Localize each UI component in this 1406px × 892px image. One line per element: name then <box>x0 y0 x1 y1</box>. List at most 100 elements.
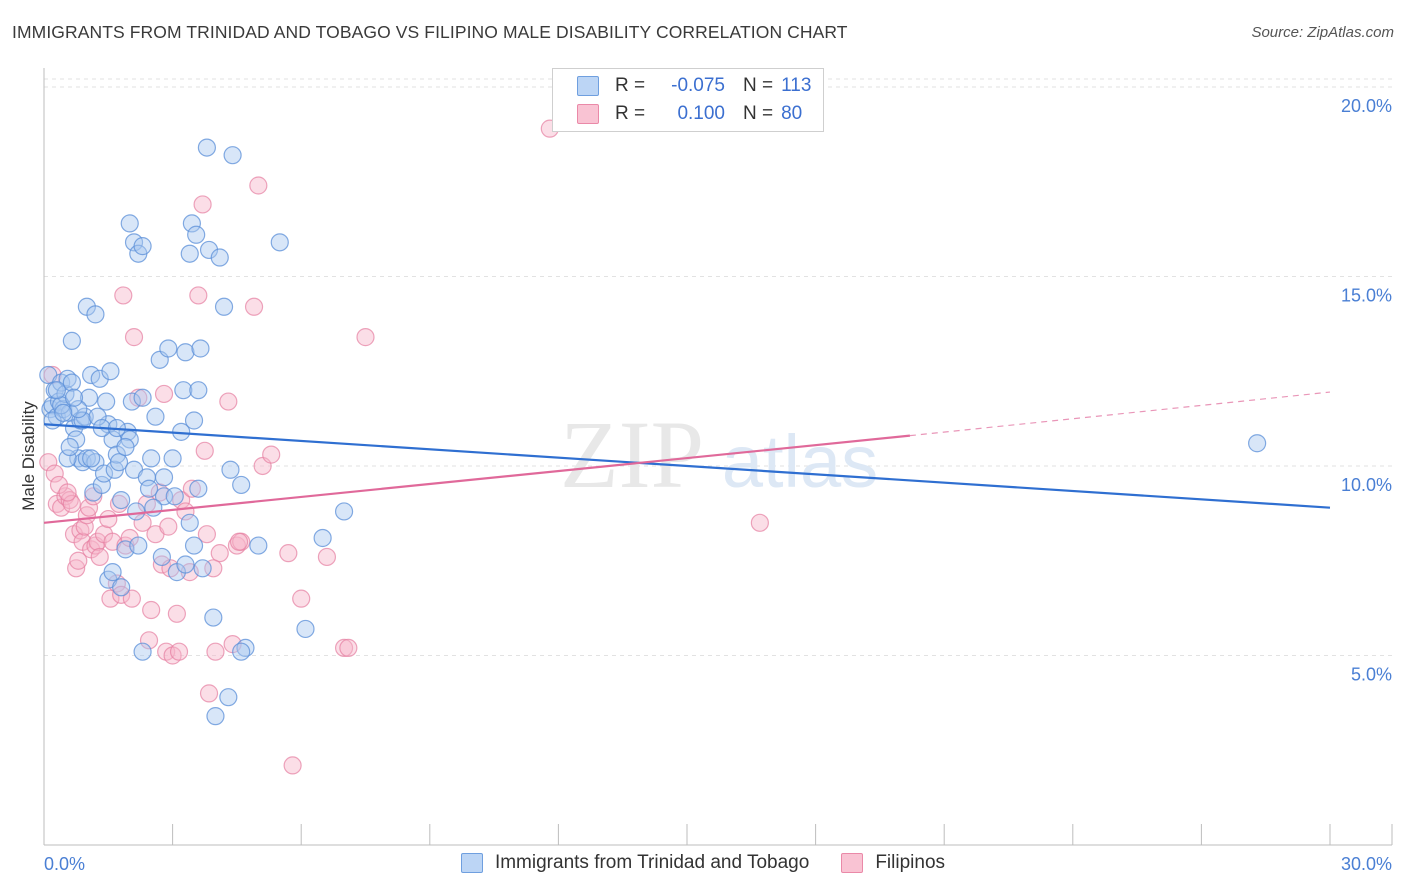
filipinos-point <box>339 638 358 658</box>
trinidad-point <box>69 400 88 419</box>
filipinos-point <box>45 464 64 483</box>
trinidad-point <box>313 528 332 548</box>
trinidad-point <box>122 392 141 411</box>
trinidad-point <box>189 479 208 498</box>
legend-item-trinidad: Immigrants from Trinidad and Tobago <box>460 852 810 874</box>
trinidad-point <box>182 214 201 233</box>
watermark-atlas: atlas <box>722 420 878 503</box>
trinidad-point <box>270 233 289 252</box>
trinidad-point <box>163 449 182 468</box>
filipinos-point <box>99 509 118 529</box>
trinidad-point <box>144 498 163 517</box>
filipinos-point <box>154 384 174 404</box>
filipinos-point <box>167 604 186 623</box>
filipinos-point <box>249 176 268 195</box>
legend-item-label: Filipinos <box>875 852 946 873</box>
legend-r-value: -0.075 <box>671 75 725 96</box>
trinidad-point <box>62 331 81 350</box>
trinidad-point <box>77 449 96 468</box>
trinidad-point <box>219 688 238 707</box>
trinidad-point <box>112 578 131 597</box>
filipinos-point <box>114 286 133 305</box>
trinidad-trend-line <box>43 423 1331 509</box>
trinidad-point <box>47 381 66 400</box>
legend-item-filipinos: Filipinos <box>841 852 945 874</box>
trinidad-point <box>146 407 165 426</box>
legend-n-value: 80 <box>781 103 803 124</box>
filipinos-point <box>206 642 225 661</box>
trinidad-point <box>249 536 268 555</box>
trinidad-point <box>204 608 223 627</box>
trinidad-point <box>54 403 73 423</box>
filipinos-point <box>283 756 302 775</box>
trinidad-point <box>296 619 315 639</box>
stats-legend: R = -0.075 N = 113 R = 0.100 N = 80 <box>552 68 824 132</box>
trinidad-point <box>191 339 210 358</box>
filipinos-point <box>279 544 298 563</box>
trinidad-point <box>176 555 195 574</box>
trinidad-point <box>133 237 152 256</box>
trend-lines <box>43 391 1331 524</box>
trinidad-point <box>142 449 161 468</box>
watermark-zip: ZIP <box>560 401 704 508</box>
trinidad-point <box>193 559 212 578</box>
filipinos-point <box>219 392 238 411</box>
trinidad-point <box>133 388 152 407</box>
trinidad-point <box>184 536 204 555</box>
trinidad-point <box>139 479 159 498</box>
trinidad-point <box>92 475 111 495</box>
trinidad-point <box>223 146 242 165</box>
filipinos-point <box>193 195 212 214</box>
y-tick-label: 15.0% <box>1341 285 1392 305</box>
filipinos-point <box>39 453 58 472</box>
trinidad-point <box>82 449 101 468</box>
filipinos-point <box>189 286 208 305</box>
trinidad-point <box>56 384 75 404</box>
trinidad-point <box>127 502 146 521</box>
trinidad-point <box>112 490 131 510</box>
legend-item-label: Immigrants from Trinidad and Tobago <box>494 852 810 873</box>
trinidad-point <box>73 411 92 430</box>
series-legend: Immigrants from Trinidad and Tobago Fili… <box>0 852 1406 874</box>
y-axis-label: Male Disability <box>19 401 38 511</box>
filipinos-point <box>122 589 141 608</box>
filipinos-point <box>169 642 189 661</box>
trinidad-point <box>159 339 178 358</box>
axes <box>43 68 1393 846</box>
filipinos-point <box>152 555 171 574</box>
trinidad-point <box>154 468 174 487</box>
filipinos-point <box>292 589 311 608</box>
legend-swatch-pink <box>841 853 864 873</box>
filipinos-point <box>69 551 88 570</box>
trinidad-point <box>82 365 101 385</box>
filipinos-point <box>139 631 159 650</box>
trinidad-point <box>197 138 216 157</box>
gridlines <box>44 78 1392 656</box>
trinidad-point <box>67 430 86 449</box>
source-credit: Source: ZipAtlas.com <box>1251 24 1394 41</box>
y-tick-label: 10.0% <box>1341 475 1392 495</box>
filipinos-point <box>58 483 77 502</box>
trinidad-point <box>94 464 114 483</box>
legend-n-label: N = <box>743 75 774 96</box>
trinidad-point <box>116 437 135 457</box>
trinidad-points <box>39 138 1267 726</box>
trinidad-point <box>90 369 109 388</box>
chart-title: IMMIGRANTS FROM TRINIDAD AND TOBAGO VS F… <box>12 22 848 42</box>
filipinos-point <box>67 559 86 578</box>
filipinos-point <box>334 638 354 658</box>
trinidad-point <box>232 642 251 661</box>
trinidad-point <box>189 381 208 400</box>
trinidad-point <box>206 707 225 726</box>
trinidad-point <box>103 563 122 582</box>
filipinos-point <box>62 494 81 513</box>
x-tick-label: 30.0% <box>1341 854 1392 874</box>
filipinos-point <box>262 445 281 464</box>
trinidad-point <box>180 244 199 263</box>
trinidad-point <box>129 536 148 555</box>
legend-swatch-blue <box>577 76 599 96</box>
trinidad-point <box>334 502 354 521</box>
filipinos-point <box>199 684 219 703</box>
legend-row-trinidad: R = -0.075 N = 113 <box>577 73 811 99</box>
trinidad-point <box>124 233 144 252</box>
